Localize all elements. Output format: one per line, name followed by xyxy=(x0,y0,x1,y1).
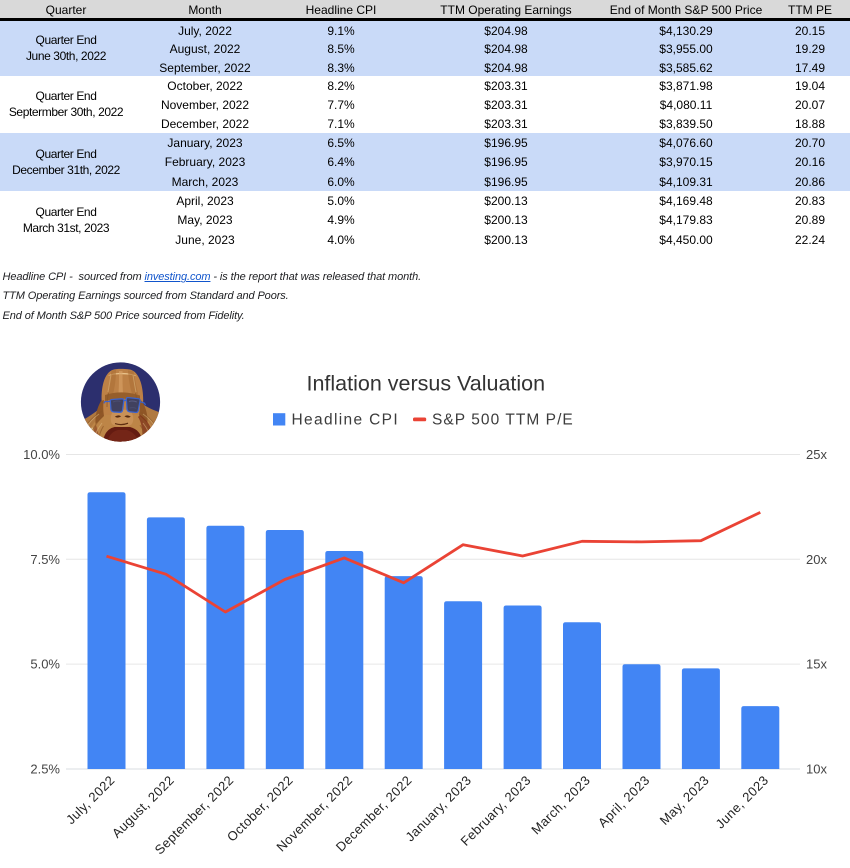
svg-text:May, 2023: May, 2023 xyxy=(657,773,712,828)
svg-text:June, 2023: June, 2023 xyxy=(712,773,771,832)
svg-text:7.5%: 7.5% xyxy=(30,552,60,567)
svg-text:15x: 15x xyxy=(806,657,827,672)
svg-text:10.0%: 10.0% xyxy=(23,447,60,462)
svg-text:5.0%: 5.0% xyxy=(30,657,60,672)
svg-text:25x: 25x xyxy=(806,447,827,462)
svg-text:Headline CPI: Headline CPI xyxy=(292,411,400,428)
svg-text:20x: 20x xyxy=(806,552,827,567)
svg-text:10x: 10x xyxy=(806,762,827,777)
svg-text:July, 2022: July, 2022 xyxy=(63,773,118,828)
svg-text:March, 2023: March, 2023 xyxy=(528,773,593,838)
svg-text:April, 2023: April, 2023 xyxy=(595,773,653,831)
svg-text:2.5%: 2.5% xyxy=(30,762,60,777)
svg-text:Inflation versus Valuation: Inflation versus Valuation xyxy=(306,372,545,396)
svg-text:S&P 500 TTM P/E: S&P 500 TTM P/E xyxy=(432,411,574,428)
